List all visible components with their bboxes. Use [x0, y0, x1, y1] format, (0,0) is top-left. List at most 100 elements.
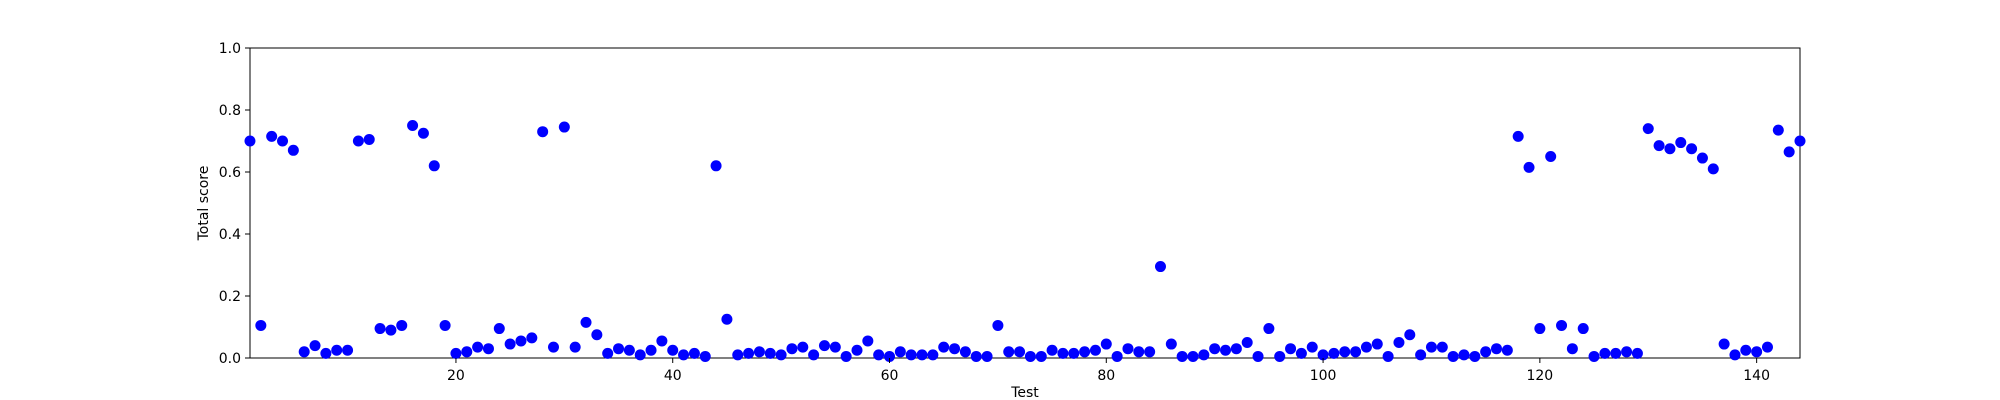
data-point: [699, 350, 711, 362]
data-point: [1534, 323, 1546, 335]
data-point: [688, 347, 700, 359]
data-point: [1252, 350, 1264, 362]
data-point: [710, 160, 722, 172]
data-point: [1035, 350, 1047, 362]
data-point: [363, 133, 375, 145]
data-point: [1306, 341, 1318, 353]
data-point: [613, 343, 625, 355]
data-point: [1133, 346, 1145, 358]
data-point: [1198, 349, 1210, 361]
data-point: [1122, 343, 1134, 355]
data-point: [1783, 146, 1795, 158]
y-tick-label: 0.0: [219, 351, 241, 367]
data-point: [667, 344, 679, 356]
data-point: [244, 135, 256, 147]
y-tick-label: 1.0: [219, 41, 241, 57]
data-point: [1339, 346, 1351, 358]
data-point: [1599, 347, 1611, 359]
data-point: [1024, 350, 1036, 362]
data-point: [1317, 349, 1329, 361]
data-point: [1003, 346, 1015, 358]
data-point: [1523, 161, 1535, 173]
x-tick-label: 20: [447, 368, 465, 384]
data-point: [1079, 346, 1091, 358]
data-point: [1295, 347, 1307, 359]
data-point: [753, 346, 765, 358]
data-point: [1263, 323, 1275, 335]
data-point: [1187, 350, 1199, 362]
data-point: [374, 323, 386, 335]
data-point: [298, 346, 310, 358]
data-point: [547, 341, 559, 353]
data-point: [287, 144, 299, 156]
data-point: [580, 316, 592, 328]
data-point: [1209, 343, 1221, 355]
x-axis-title: Test: [1010, 385, 1039, 400]
data-point: [797, 341, 809, 353]
plot-area: [249, 47, 1801, 359]
y-axis-ticks: 0.0 0.2 0.4 0.6 0.8 1.0: [219, 41, 250, 367]
data-point: [916, 349, 928, 361]
y-axis-title: Total score: [196, 166, 212, 242]
data-point: [1111, 350, 1123, 362]
data-point: [873, 349, 885, 361]
data-point: [342, 344, 354, 356]
data-point: [482, 343, 494, 355]
x-tick-label: 100: [1310, 368, 1337, 384]
data-point: [1068, 347, 1080, 359]
data-point: [732, 349, 744, 361]
data-point: [1220, 344, 1232, 356]
data-point: [1772, 124, 1784, 136]
data-point: [829, 341, 841, 353]
x-tick-label: 60: [881, 368, 899, 384]
data-point: [1761, 341, 1773, 353]
data-point: [862, 335, 874, 347]
data-point: [1794, 135, 1806, 147]
data-point: [1740, 344, 1752, 356]
data-point: [1631, 347, 1643, 359]
data-point: [320, 347, 332, 359]
data-point: [1404, 329, 1416, 341]
data-point: [1057, 347, 1069, 359]
data-point: [1436, 341, 1448, 353]
data-point: [1751, 346, 1763, 358]
data-point: [1642, 123, 1654, 135]
data-point: [1696, 152, 1708, 164]
data-point: [1707, 163, 1719, 175]
data-point: [1393, 337, 1405, 348]
data-point: [439, 319, 451, 331]
y-tick-label: 0.8: [219, 103, 241, 119]
data-point: [1469, 350, 1481, 362]
data-point: [385, 324, 397, 336]
data-point: [992, 319, 1004, 331]
data-point: [352, 135, 364, 147]
data-point: [1491, 343, 1503, 355]
data-point: [1621, 346, 1633, 358]
data-point: [1686, 143, 1698, 155]
data-point: [504, 338, 516, 350]
data-point: [959, 346, 971, 358]
data-point: [678, 349, 690, 361]
data-point: [461, 346, 473, 358]
data-point: [938, 341, 950, 353]
data-point: [884, 350, 896, 362]
data-point: [1089, 344, 1101, 356]
data-point: [417, 127, 429, 139]
data-point: [309, 340, 321, 352]
data-point: [894, 346, 906, 358]
data-point: [1350, 346, 1362, 358]
data-point: [1415, 349, 1427, 361]
data-point: [1165, 338, 1177, 350]
data-point: [515, 335, 527, 347]
data-point: [1176, 350, 1188, 362]
data-point: [721, 313, 733, 325]
data-point: [493, 323, 505, 335]
data-point: [645, 344, 657, 356]
x-tick-label: 80: [1097, 368, 1115, 384]
data-point: [1458, 349, 1470, 361]
data-point: [775, 349, 787, 361]
data-point: [1556, 319, 1568, 331]
data-point: [1610, 347, 1622, 359]
data-point: [1014, 346, 1026, 358]
